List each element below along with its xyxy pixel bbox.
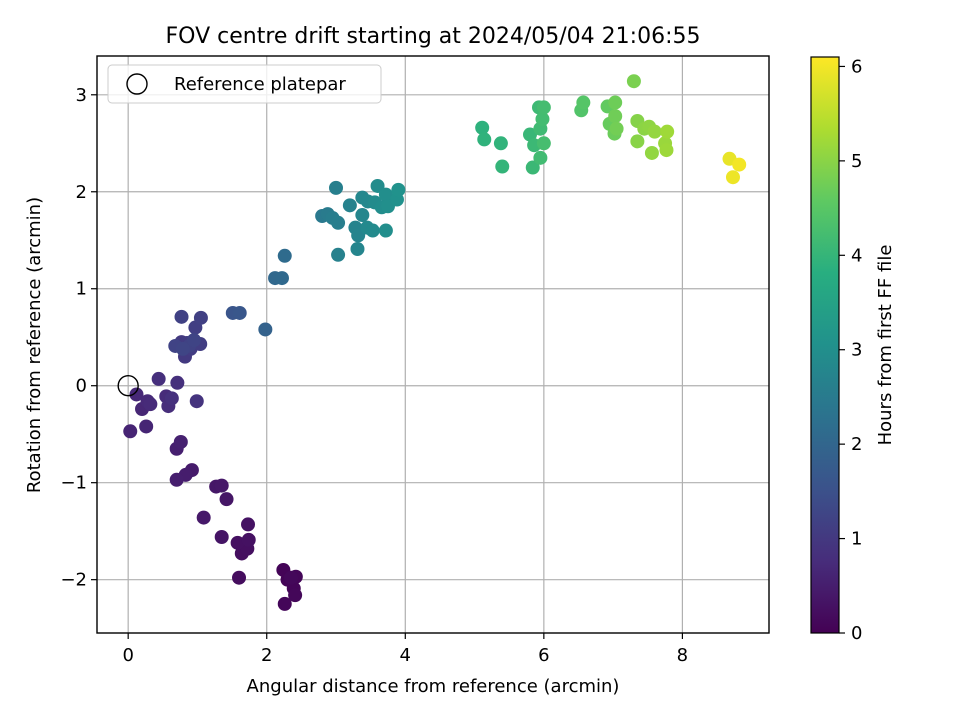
legend: Reference platepar xyxy=(107,64,382,104)
colorbar-tick-label: 5 xyxy=(851,151,862,172)
x-tick-label: 4 xyxy=(400,645,411,666)
data-point xyxy=(232,570,247,585)
colorbar-ticks: 0 1 2 3 4 5 6 xyxy=(839,56,862,644)
chart-title: FOV centre drift starting at 2024/05/04 … xyxy=(166,24,701,49)
reference-layer xyxy=(117,375,139,397)
data-point xyxy=(186,333,201,348)
data-point xyxy=(576,95,591,110)
data-point xyxy=(659,143,674,158)
data-point xyxy=(214,529,229,544)
data-point xyxy=(329,180,344,195)
data-point xyxy=(522,127,537,142)
colorbar: 0 1 2 3 4 5 6 Hours from first FF file xyxy=(810,56,896,644)
data-point xyxy=(477,132,492,147)
data-point xyxy=(241,532,256,547)
x-tick-label: 0 xyxy=(122,645,133,666)
data-point xyxy=(277,596,292,611)
colorbar-tick-label: 4 xyxy=(851,245,862,266)
data-point xyxy=(525,160,540,175)
data-point xyxy=(241,517,256,532)
y-tick-label: 2 xyxy=(76,182,87,203)
data-point xyxy=(331,247,346,262)
data-point xyxy=(288,588,303,603)
y-tick-label: −1 xyxy=(60,473,87,494)
data-point xyxy=(129,387,144,402)
y-axis-ticks: −2 −1 0 1 2 3 xyxy=(60,85,97,591)
data-point xyxy=(533,150,548,165)
data-point xyxy=(170,375,185,390)
data-point xyxy=(219,492,234,507)
data-point xyxy=(475,120,490,135)
colorbar-tick-label: 1 xyxy=(851,529,862,550)
data-point xyxy=(342,198,357,213)
data-point xyxy=(644,145,659,160)
data-point xyxy=(232,305,247,320)
data-point xyxy=(193,310,208,325)
data-point xyxy=(164,391,179,406)
data-point xyxy=(493,136,508,151)
data-point xyxy=(370,178,385,193)
colorbar-tick-label: 3 xyxy=(851,340,862,361)
data-point xyxy=(355,208,370,223)
data-point xyxy=(173,434,188,449)
data-point xyxy=(350,241,365,256)
data-point xyxy=(608,109,623,124)
colorbar-tick-label: 6 xyxy=(851,56,862,77)
data-point xyxy=(169,472,184,487)
data-point xyxy=(630,134,645,149)
data-point xyxy=(660,124,675,139)
data-point xyxy=(626,74,641,89)
data-point xyxy=(214,478,229,493)
colorbar-tick-label: 0 xyxy=(851,623,862,644)
colorbar-label: Hours from first FF file xyxy=(875,245,896,446)
x-axis-ticks: 0 2 4 6 8 xyxy=(122,633,688,666)
data-point xyxy=(391,182,406,197)
colorbar-strip xyxy=(810,56,840,634)
x-tick-label: 6 xyxy=(538,645,549,666)
plot-area xyxy=(96,55,770,634)
legend-marker-open-circle xyxy=(126,73,148,95)
data-point xyxy=(725,170,740,185)
y-axis-label: Rotation from reference (arcmin) xyxy=(24,197,45,493)
data-point xyxy=(274,271,289,286)
legend-label: Reference platepar xyxy=(174,74,346,95)
data-point xyxy=(175,341,190,356)
reference-platepar-marker xyxy=(117,375,139,397)
y-tick-label: 1 xyxy=(76,279,87,300)
x-tick-label: 2 xyxy=(261,645,272,666)
plot-frame xyxy=(96,55,770,634)
data-point xyxy=(139,419,154,434)
data-point xyxy=(609,121,624,136)
data-points xyxy=(123,74,747,611)
y-tick-label: 3 xyxy=(76,85,87,106)
data-point xyxy=(331,215,346,230)
data-point xyxy=(732,157,747,172)
x-axis-label: Angular distance from reference (arcmin) xyxy=(247,676,620,697)
data-point xyxy=(277,248,292,263)
x-tick-label: 8 xyxy=(677,645,688,666)
y-tick-label: 0 xyxy=(76,376,87,397)
data-point xyxy=(608,95,623,110)
data-point xyxy=(151,371,166,386)
data-point xyxy=(378,187,393,202)
data-point xyxy=(495,159,510,174)
data-point xyxy=(196,510,211,525)
legend-frame xyxy=(107,64,382,104)
data-point xyxy=(143,397,158,412)
data-point xyxy=(189,394,204,409)
data-point xyxy=(536,136,551,151)
data-point xyxy=(536,100,551,115)
colorbar-tick-label: 2 xyxy=(851,434,862,455)
data-point xyxy=(123,424,138,439)
data-point xyxy=(647,124,662,139)
y-tick-label: −2 xyxy=(60,570,87,591)
data-point xyxy=(365,223,380,238)
data-point xyxy=(283,570,298,585)
data-point xyxy=(535,112,550,127)
data-point xyxy=(174,309,189,324)
data-point xyxy=(230,535,245,550)
data-point xyxy=(378,223,393,238)
data-point xyxy=(258,322,273,337)
